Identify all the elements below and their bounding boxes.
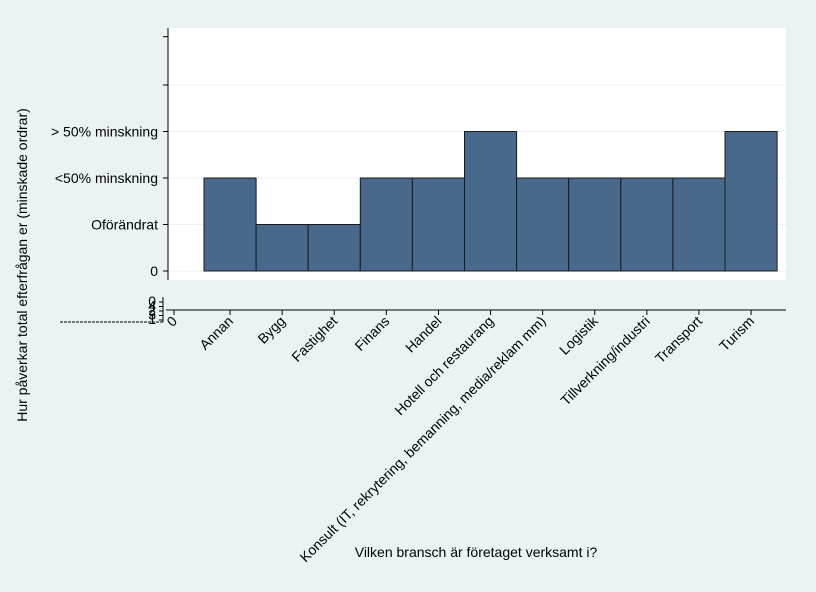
x-tick-label: Logistik <box>556 312 602 358</box>
x-tick-label: Bygg <box>254 313 288 347</box>
x-tick-label: Turism <box>716 313 757 354</box>
bar-tillverkning-industri <box>620 177 674 272</box>
stub-tick-label: 4 <box>148 298 156 314</box>
x-tick-label: 0 <box>163 313 180 330</box>
y-axis-title: Hur påverkar total efterfrågan er (minsk… <box>14 108 30 422</box>
bar-bygg <box>255 224 309 272</box>
stub-tick-label: 0 <box>148 293 156 309</box>
bars <box>203 131 778 272</box>
x-tick-label: Transport <box>652 313 705 366</box>
x-axis-title: Vilken bransch är företaget verksamt i? <box>355 544 598 560</box>
bar-handel <box>411 177 465 272</box>
bar-finans <box>359 177 413 272</box>
x-tick-label: Fastighet <box>288 313 340 365</box>
bar-annan <box>203 177 257 272</box>
bar-transport <box>672 177 726 272</box>
x-tick-label: Finans <box>351 313 392 354</box>
y-tick-label: Oförändrat <box>91 217 158 233</box>
bar-fastighet <box>307 224 361 272</box>
bar-turism <box>724 131 778 272</box>
bar-konsult-it-rekrytering-bemanning-media-reklam-mm <box>516 177 570 272</box>
x-tick-label: Konsult (IT, rekrytering, bemanning, med… <box>296 313 548 565</box>
y-tick-label: > 50% minskning <box>51 124 158 140</box>
x-tick-label: Handel <box>402 313 445 356</box>
x-tick-label: Hotell och restaurang <box>391 313 496 418</box>
bar-hotell-och-restaurang <box>464 131 518 272</box>
bar-logistik <box>568 177 622 272</box>
y-axis-ticks: 0 Oförändrat <50% minskning > 50% minskning <box>51 36 168 279</box>
x-tick-label: Annan <box>196 313 236 353</box>
stub-tick-label: 1 <box>148 311 156 327</box>
y-tick-label: 0 <box>150 263 158 279</box>
stub-tick-label: 2 <box>148 302 156 318</box>
stub-tick-label: 3 <box>148 307 156 323</box>
y-tick-label: <50% minskning <box>55 170 158 186</box>
x-tick-label: Tillverkning/industri <box>557 313 653 409</box>
